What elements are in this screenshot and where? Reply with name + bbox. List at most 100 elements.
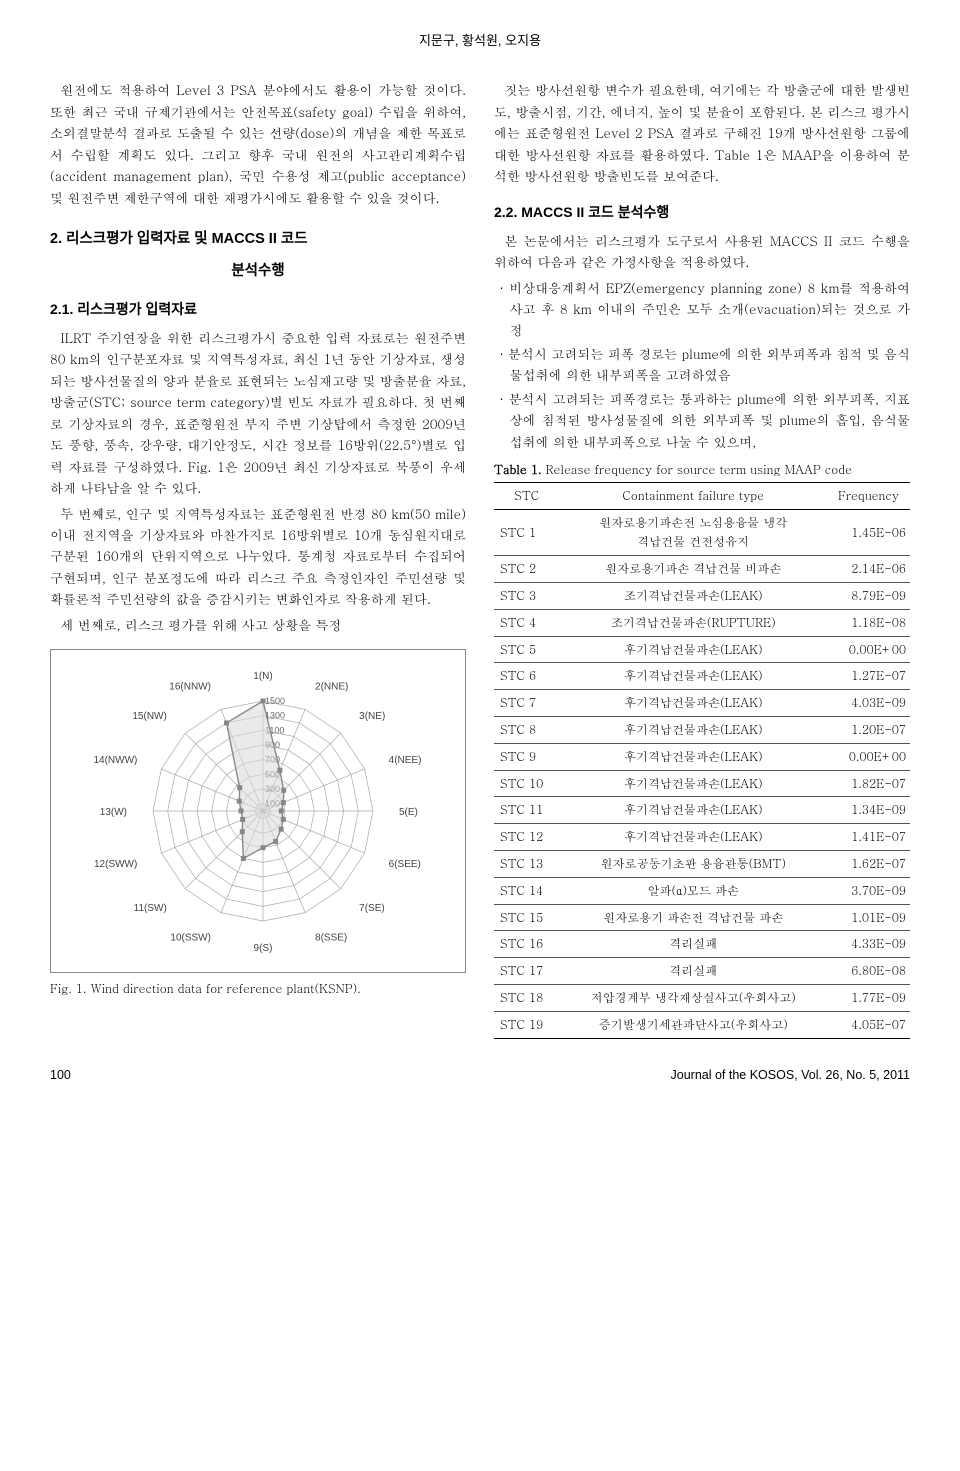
- table-cell-freq: 0.00E+00: [827, 743, 910, 770]
- svg-text:15(NW): 15(NW): [132, 711, 166, 722]
- table-row: STC 12후기격납건물파손(LEAK)1.41E-07: [494, 824, 910, 851]
- table-row: STC 16격리실패4.33E-09: [494, 931, 910, 958]
- svg-text:14(NWW): 14(NWW): [93, 755, 137, 766]
- journal-citation: Journal of the KOSOS, Vol. 26, No. 5, 20…: [671, 1065, 911, 1086]
- table-row: STC 19증기발생기세관파단사고(우회사고)4.05E-07: [494, 1011, 910, 1038]
- table-cell-type: 격리실패: [560, 931, 827, 958]
- section-2-1-heading: 2.1. 리스크평가 입력자료: [50, 298, 466, 321]
- table-row: STC 18저압경계부 냉각재상실사고(우회사고)1.77E-09: [494, 985, 910, 1012]
- table-cell-type: 원자로용기파손 격납건물 비파손: [560, 556, 827, 583]
- table-cell-stc: STC 19: [494, 1011, 560, 1038]
- right-para-2: 본 논문에서는 리스크평가 도구로서 사용된 MACCS II 코드 수행을 위…: [494, 230, 910, 273]
- table-cell-freq: 3.70E-09: [827, 877, 910, 904]
- table-cell-stc: STC 1: [494, 509, 560, 556]
- table-cell-type: 알파(α)모드 파손: [560, 877, 827, 904]
- table-header-cell: Frequency: [827, 482, 910, 509]
- right-para-1: 짓는 방사선원항 변수가 필요한데, 여기에는 각 방출군에 대한 발생빈도, …: [494, 79, 910, 186]
- table-cell-stc: STC 18: [494, 985, 560, 1012]
- table-row: STC 4조기격납건물파손(RUPTURE)1.18E-08: [494, 609, 910, 636]
- svg-text:13(W): 13(W): [100, 807, 127, 818]
- table-cell-stc: STC 5: [494, 636, 560, 663]
- table-cell-type: 후기격납건물파손(LEAK): [560, 797, 827, 824]
- table-cell-stc: STC 12: [494, 824, 560, 851]
- table-cell-stc: STC 11: [494, 797, 560, 824]
- table-row: STC 1원자로용기파손전 노심용융물 냉각격납건물 건전성유지1.45E-06: [494, 509, 910, 556]
- table-cell-type: 후기격납건물파손(LEAK): [560, 636, 827, 663]
- table-header-cell: STC: [494, 482, 560, 509]
- table-cell-freq: 1.01E-09: [827, 904, 910, 931]
- svg-text:6(SEE): 6(SEE): [389, 859, 421, 870]
- table-cell-freq: 0.00E+00: [827, 636, 910, 663]
- svg-text:5(E): 5(E): [399, 807, 418, 818]
- table-row: STC 13원자로공동기초판 용융관통(BMT)1.62E-07: [494, 851, 910, 878]
- table-1-caption: Table 1. Release frequency for source te…: [494, 460, 910, 480]
- svg-text:1500: 1500: [265, 696, 285, 706]
- section-2-heading-line2: 분석수행: [50, 260, 466, 284]
- table-cell-freq: 2.14E-06: [827, 556, 910, 583]
- table-header-cell: Containment failure type: [560, 482, 827, 509]
- table-cell-type: 원자로용기파손전 노심용융물 냉각격납건물 건전성유지: [560, 509, 827, 556]
- table-row: STC 17격리실패6.80E-08: [494, 958, 910, 985]
- table-cell-stc: STC 2: [494, 556, 560, 583]
- svg-text:10(SSW): 10(SSW): [170, 933, 211, 944]
- svg-text:7(SE): 7(SE): [359, 903, 385, 914]
- svg-text:2(NNE): 2(NNE): [315, 681, 348, 692]
- figure-1-box: 1(N)2(NNE)3(NE)4(NEE)5(E)6(SEE)7(SE)8(SS…: [50, 649, 466, 973]
- svg-text:11(SW): 11(SW): [134, 903, 167, 914]
- table-cell-freq: 4.05E-07: [827, 1011, 910, 1038]
- svg-text:12(SWW): 12(SWW): [94, 859, 137, 870]
- table-cell-type: 후기격납건물파손(LEAK): [560, 770, 827, 797]
- table-cell-type: 저압경계부 냉각재상실사고(우회사고): [560, 985, 827, 1012]
- table-cell-stc: STC 7: [494, 690, 560, 717]
- table-cell-type: 원자로공동기초판 용융관통(BMT): [560, 851, 827, 878]
- left-para-4: 세 번째로, 리스크 평가를 위해 사고 상황을 특정: [50, 614, 466, 635]
- table-cell-stc: STC 9: [494, 743, 560, 770]
- table-cell-type: 원자로용기 파손전 격납건물 파손: [560, 904, 827, 931]
- table-cell-stc: STC 10: [494, 770, 560, 797]
- table-cell-freq: 1.45E-06: [827, 509, 910, 556]
- table-cell-stc: STC 17: [494, 958, 560, 985]
- table-row: STC 10후기격납건물파손(LEAK)1.82E-07: [494, 770, 910, 797]
- figure-1-caption: Fig. 1. Wind direction data for referenc…: [50, 979, 466, 999]
- svg-text:4(NEE): 4(NEE): [389, 755, 422, 766]
- svg-text:8(SSE): 8(SSE): [315, 933, 347, 944]
- table-cell-type: 후기격납건물파손(LEAK): [560, 824, 827, 851]
- table-row: STC 11후기격납건물파손(LEAK)1.34E-09: [494, 797, 910, 824]
- table-cell-freq: 1.34E-09: [827, 797, 910, 824]
- table-row: STC 8후기격납건물파손(LEAK)1.20E-07: [494, 717, 910, 744]
- table-cell-stc: STC 16: [494, 931, 560, 958]
- right-column: 짓는 방사선원항 변수가 필요한데, 여기에는 각 방출군에 대한 발생빈도, …: [494, 79, 910, 1038]
- page-footer: 100 Journal of the KOSOS, Vol. 26, No. 5…: [50, 1065, 910, 1086]
- bullet-1: · 비상대응계획서 EPZ(emergency planning zone) 8…: [494, 277, 910, 341]
- table-row: STC 7후기격납건물파손(LEAK)4.03E-09: [494, 690, 910, 717]
- bullet-3: · 분석시 고려되는 피폭경로는 통과하는 plume에 의한 외부피폭, 지표…: [494, 388, 910, 452]
- page-header-authors: 지문구, 황석원, 오지용: [50, 30, 910, 51]
- table-cell-freq: 4.03E-09: [827, 690, 910, 717]
- table-cell-freq: 1.27E-07: [827, 663, 910, 690]
- table-cell-type: 격리실패: [560, 958, 827, 985]
- table-row: STC 5후기격납건물파손(LEAK)0.00E+00: [494, 636, 910, 663]
- table-cell-stc: STC 8: [494, 717, 560, 744]
- table-row: STC 3조기격납건물파손(LEAK)8.79E-09: [494, 583, 910, 610]
- left-para-3: 두 번째로, 인구 및 지역특성자료는 표준형원전 반경 80 km(50 mi…: [50, 503, 466, 610]
- table-cell-type: 후기격납건물파손(LEAK): [560, 690, 827, 717]
- table-1-caption-label: Table 1.: [494, 461, 541, 478]
- table-cell-type: 후기격납건물파손(LEAK): [560, 743, 827, 770]
- table-cell-stc: STC 14: [494, 877, 560, 904]
- table-cell-freq: 1.77E-09: [827, 985, 910, 1012]
- svg-text:16(NNW): 16(NNW): [169, 681, 211, 692]
- page-number: 100: [50, 1065, 71, 1086]
- left-para-2: ILRT 주기연장을 위한 리스크평가시 중요한 입력 자료로는 원전주변 80…: [50, 327, 466, 499]
- table-cell-freq: 8.79E-09: [827, 583, 910, 610]
- table-cell-freq: 1.20E-07: [827, 717, 910, 744]
- table-1-caption-text: Release frequency for source term using …: [541, 461, 852, 478]
- table-cell-freq: 6.80E-08: [827, 958, 910, 985]
- svg-text:9(S): 9(S): [254, 943, 273, 954]
- left-column: 원전에도 적용하여 Level 3 PSA 분야에서도 활용이 가능할 것이다.…: [50, 79, 466, 1038]
- radar-chart: 1(N)2(NNE)3(NE)4(NEE)5(E)6(SEE)7(SE)8(SS…: [68, 656, 448, 966]
- table-cell-freq: 1.41E-07: [827, 824, 910, 851]
- bullet-2: · 분석시 고려되는 피폭 경로는 plume에 의한 외부피폭과 침적 및 음…: [494, 343, 910, 386]
- table-cell-freq: 4.33E-09: [827, 931, 910, 958]
- table-cell-type: 조기격납건물파손(RUPTURE): [560, 609, 827, 636]
- svg-text:3(NE): 3(NE): [359, 711, 385, 722]
